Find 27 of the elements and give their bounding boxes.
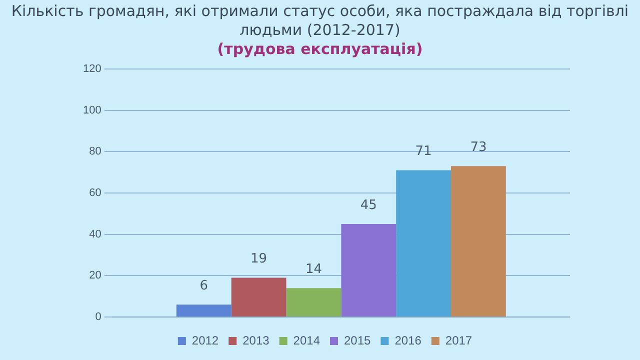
chart-subtitle: (трудова експлуатація) <box>216 40 424 59</box>
legend-label: 2012 <box>192 333 219 348</box>
legend-label: 2015 <box>344 333 372 348</box>
bar <box>231 278 286 316</box>
chart-title: Кількість громадян, які отримали статус особи, яка постраждала від торгівлі людьми (2012-2017) <box>10 1 630 40</box>
bar <box>286 288 342 316</box>
legend-label: 2016 <box>394 333 422 348</box>
bar <box>451 166 506 316</box>
y-tick-label: 60 <box>89 187 102 200</box>
data-label: 73 <box>470 140 487 156</box>
legend-label: 2014 <box>293 333 320 348</box>
y-tick-label: 20 <box>89 270 102 282</box>
y-tick-label: 120 <box>82 63 102 76</box>
bar <box>341 224 396 316</box>
bar <box>396 170 452 316</box>
data-label: 14 <box>305 262 322 277</box>
data-label: 19 <box>250 252 268 267</box>
data-label: 6 <box>200 278 208 294</box>
data-label: 45 <box>360 198 377 213</box>
y-tick-label: 40 <box>89 228 102 240</box>
y-tick-label: 80 <box>89 146 102 158</box>
y-tick-label: 0 <box>95 311 102 324</box>
legend-label: 2013 <box>242 333 270 348</box>
data-label: 71 <box>415 144 432 160</box>
y-tick-label: 100 <box>82 104 102 116</box>
legend-label: 2017 <box>445 333 472 348</box>
bar <box>176 304 232 316</box>
